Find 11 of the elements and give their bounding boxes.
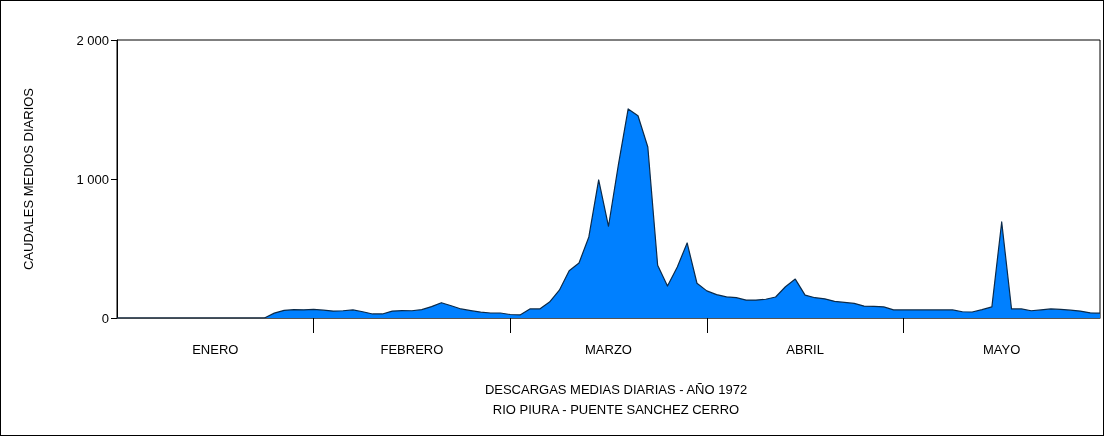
y-tick-label: 0 (101, 310, 109, 326)
y-axis-title: CAUDALES MEDIOS DIARIOS (21, 87, 36, 271)
y-tick-label: 1 000 (76, 171, 109, 187)
text: DESCARGAS MEDIAS DIARIAS - AÑO 1972 (484, 382, 748, 397)
x-tick-label: MARZO (585, 342, 632, 357)
x-tick-label: ENERO (192, 342, 239, 357)
x-tick-label: ABRIL (786, 342, 824, 357)
x-tick-label: MAYO (983, 342, 1021, 357)
x-tick-label: FEBRERO (380, 342, 444, 357)
y-tick-label: 2 000 (76, 32, 109, 48)
text: RIO PIURA - PUENTE SANCHEZ CERRO (492, 402, 740, 417)
